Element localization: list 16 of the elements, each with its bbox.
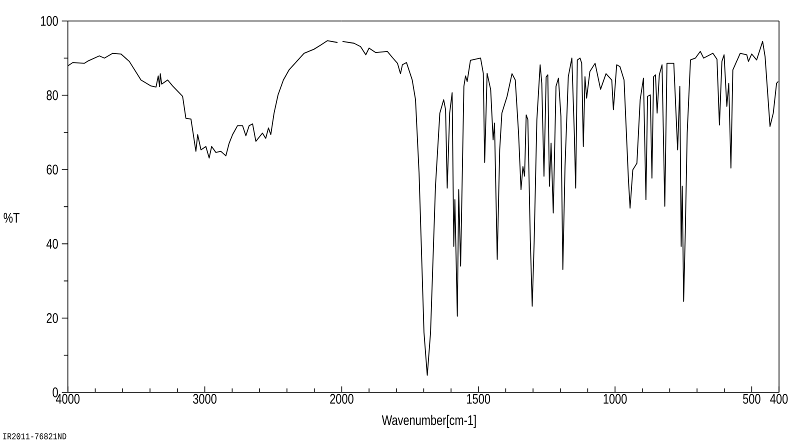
x-tick-label: 1500	[467, 394, 490, 404]
y-tick-label: 60	[46, 164, 58, 174]
x-tick-label: 500	[743, 394, 760, 404]
y-axis-title: %T	[4, 212, 20, 223]
x-tick-label: 3000	[193, 394, 216, 404]
x-tick-label: 1000	[604, 394, 627, 404]
y-tick-label: 0	[52, 387, 58, 398]
text: IR2011-76821ND	[3, 433, 66, 440]
y-tick-label: 80	[46, 90, 58, 100]
x-tick-label: 4000	[56, 394, 80, 404]
x-tick-label: 2000	[330, 394, 354, 404]
y-tick-label: 20	[46, 312, 58, 323]
x-tick-label: 400	[770, 394, 788, 404]
x-axis-title: Wavenumber[cm-1]	[382, 414, 476, 428]
y-tick-label: 100	[40, 16, 58, 26]
y-tick-label: 40	[46, 238, 58, 249]
